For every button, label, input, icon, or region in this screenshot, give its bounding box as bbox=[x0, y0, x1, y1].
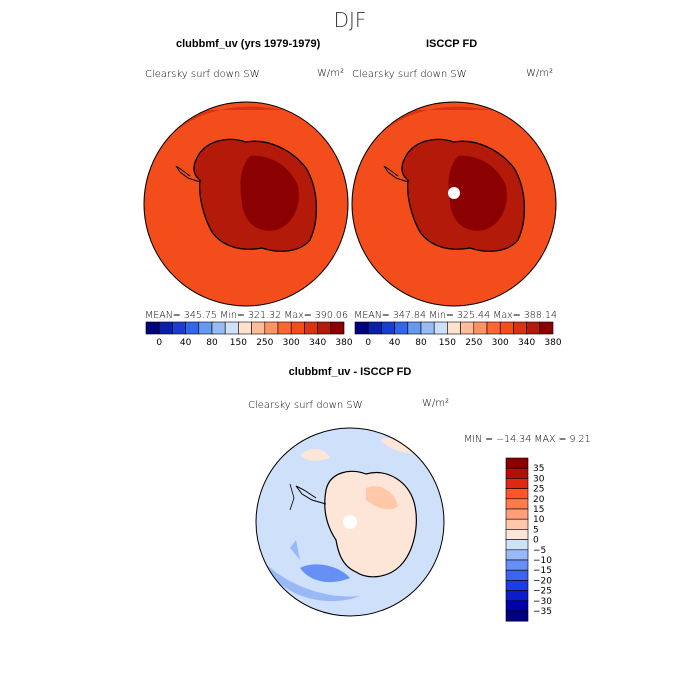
colorbar-swatch bbox=[505, 467, 529, 479]
colorbar-tick-label: −35 bbox=[533, 607, 552, 617]
stats-difference: MIN = −14.34 MAX = 9.21 bbox=[464, 434, 591, 445]
colorbar-swatch bbox=[505, 610, 529, 622]
colorbar-tick-label: 35 bbox=[533, 464, 544, 474]
colorbar-swatch bbox=[381, 321, 395, 335]
colorbar-swatch bbox=[505, 478, 529, 489]
panel-title-model: clubbmf_uv (yrs 1979-1979) bbox=[176, 38, 321, 50]
colorbar-tick-label: 300 bbox=[283, 338, 300, 348]
colorbar-tick-label: 0 bbox=[156, 338, 162, 348]
colorbar-tick-label: 5 bbox=[533, 525, 539, 535]
colorbar-swatch bbox=[505, 529, 529, 540]
colorbar-tick-label: −5 bbox=[533, 546, 546, 556]
colorbar-swatch bbox=[433, 321, 448, 335]
colorbar-swatch bbox=[158, 321, 173, 335]
colorbar-swatch bbox=[367, 321, 382, 335]
colorbar-swatch bbox=[473, 321, 488, 335]
variable-label-observation: Clearsky surf down SW bbox=[352, 69, 467, 80]
colorbar-swatch bbox=[172, 321, 186, 335]
colorbar-tick-label: −20 bbox=[533, 576, 552, 586]
colorbar-swatch bbox=[513, 321, 527, 335]
colorbar-swatch bbox=[460, 321, 475, 335]
colorbar-swatch bbox=[354, 321, 369, 335]
map-model bbox=[143, 101, 349, 307]
colorbar-swatch bbox=[290, 321, 305, 335]
colorbar-tick-label: 380 bbox=[544, 338, 561, 348]
panel-title-difference: clubbmf_uv - ISCCP FD bbox=[288, 366, 412, 378]
colorbar-observation: 0 40 80 150 250 300 340 380 bbox=[354, 321, 562, 348]
colorbar-tick-label: 15 bbox=[533, 505, 544, 515]
colorbar-swatch bbox=[499, 321, 514, 335]
colorbar-swatch bbox=[505, 600, 529, 612]
colorbar-tick-label: 40 bbox=[389, 338, 401, 348]
colorbar-swatch bbox=[264, 321, 279, 335]
units-label-observation: W/m² bbox=[526, 68, 554, 79]
colorbar-tick-label: 250 bbox=[256, 338, 273, 348]
colorbar-swatch bbox=[185, 321, 200, 335]
units-label-model: W/m² bbox=[317, 68, 345, 79]
colorbar-swatch bbox=[211, 321, 226, 335]
colorbar-tick-label: 150 bbox=[230, 338, 247, 348]
colorbar-swatch bbox=[486, 321, 501, 335]
colorbar-swatch bbox=[505, 559, 529, 571]
colorbar-swatch bbox=[526, 321, 541, 335]
variable-label-model: Clearsky surf down SW bbox=[145, 69, 260, 80]
colorbar-swatch bbox=[505, 518, 529, 530]
colorbar-swatch bbox=[330, 321, 345, 335]
colorbar-tick-label: 380 bbox=[335, 338, 352, 348]
colorbar-tick-label: 0 bbox=[533, 536, 539, 546]
map-observation bbox=[351, 101, 557, 307]
colorbar-tick-label: 250 bbox=[465, 338, 482, 348]
colorbar-swatch bbox=[277, 321, 292, 335]
colorbar-swatch bbox=[505, 457, 529, 469]
units-label-difference: W/m² bbox=[422, 398, 450, 409]
colorbar-tick-label: 340 bbox=[309, 338, 326, 348]
stats-observation: MEAN= 347.84 Min= 325.44 Max= 388.14 bbox=[354, 310, 558, 321]
colorbar-swatch bbox=[505, 539, 529, 551]
colorbar-tick-label: 25 bbox=[533, 485, 544, 495]
colorbar-tick-label: 80 bbox=[415, 338, 427, 348]
colorbar-tick-label: 30 bbox=[533, 474, 545, 484]
colorbar-tick-label: 300 bbox=[492, 338, 509, 348]
map-difference bbox=[255, 427, 445, 617]
colorbar-swatch bbox=[238, 321, 252, 335]
stats-model: MEAN= 345.75 Min= 321.32 Max= 390.06 bbox=[145, 310, 349, 321]
colorbar-tick-label: 80 bbox=[206, 338, 218, 348]
colorbar-swatch bbox=[224, 321, 239, 335]
colorbar-swatch bbox=[304, 321, 318, 335]
colorbar-tick-label: 20 bbox=[533, 495, 545, 505]
colorbar-swatch bbox=[505, 498, 529, 510]
panel-title-observation: ISCCP FD bbox=[426, 38, 478, 50]
colorbar-swatch bbox=[505, 549, 529, 561]
colorbar-swatch bbox=[505, 488, 529, 500]
colorbar-model: 0 40 80 150 250 300 340 380 bbox=[145, 321, 353, 348]
colorbar-tick-label: −25 bbox=[533, 587, 552, 597]
colorbar-tick-label: −15 bbox=[533, 566, 552, 576]
variable-label-difference: Clearsky surf down SW bbox=[248, 400, 363, 411]
colorbar-swatch bbox=[539, 321, 554, 335]
colorbar-swatch bbox=[505, 580, 529, 591]
season-title: DJF bbox=[333, 8, 367, 32]
colorbar-tick-label: 340 bbox=[518, 338, 535, 348]
colorbar-swatch bbox=[317, 321, 332, 335]
colorbar-tick-label: 40 bbox=[180, 338, 192, 348]
colorbar-swatch bbox=[447, 321, 461, 335]
colorbar-swatch bbox=[198, 321, 213, 335]
colorbar-swatch bbox=[407, 321, 422, 335]
colorbar-tick-label: −30 bbox=[533, 597, 552, 607]
colorbar-swatch bbox=[145, 321, 160, 335]
colorbar-swatch bbox=[420, 321, 435, 335]
colorbar-tick-label: 0 bbox=[365, 338, 371, 348]
colorbar-tick-label: 10 bbox=[533, 515, 545, 525]
colorbar-swatch bbox=[505, 590, 529, 602]
colorbar-tick-label: −10 bbox=[533, 556, 552, 566]
colorbar-swatch bbox=[505, 569, 529, 581]
colorbar-swatch bbox=[505, 508, 529, 520]
colorbar-tick-label: 150 bbox=[439, 338, 456, 348]
colorbar-swatch bbox=[251, 321, 266, 335]
colorbar-swatch bbox=[394, 321, 409, 335]
